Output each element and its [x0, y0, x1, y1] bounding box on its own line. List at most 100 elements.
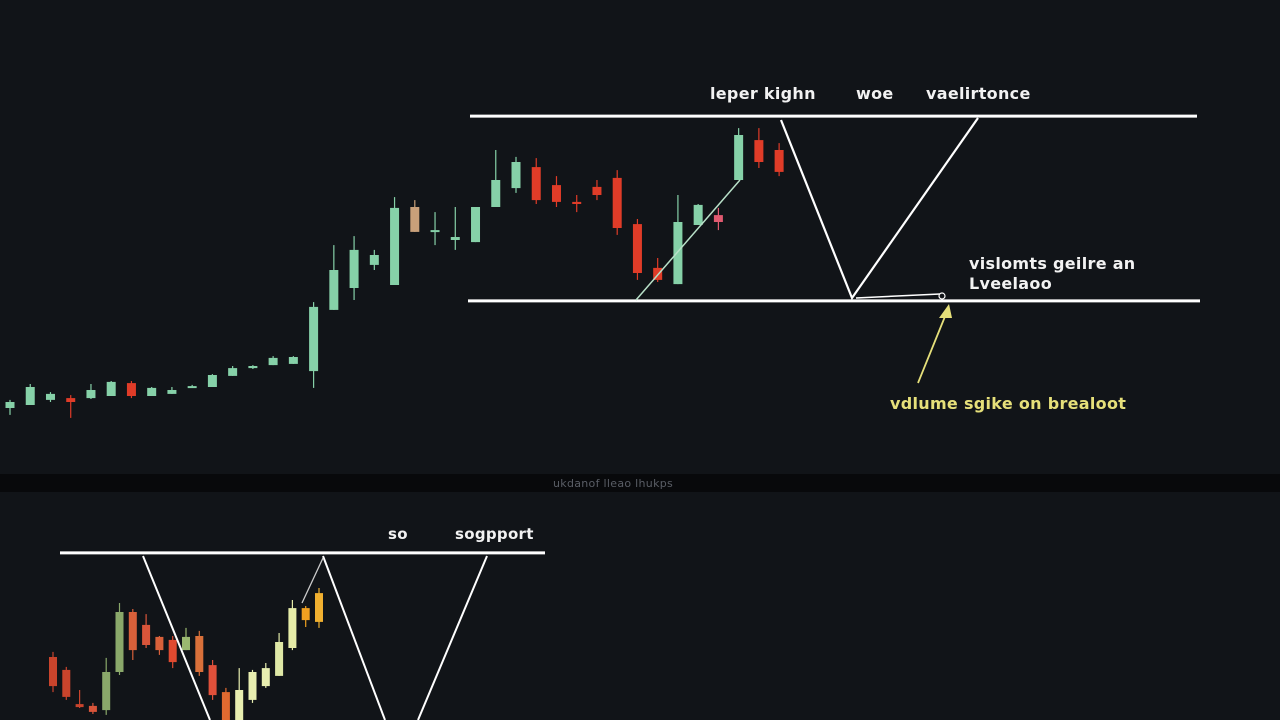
candle [410, 200, 420, 232]
candle-body [390, 207, 400, 285]
candle-body [75, 704, 84, 708]
candle [268, 356, 278, 366]
candle [612, 170, 622, 235]
candle [102, 657, 111, 715]
candle-body [491, 180, 501, 207]
candle-body [115, 612, 124, 672]
candle [168, 636, 177, 669]
candle-body [248, 672, 257, 700]
pattern-zigzag [779, 117, 979, 301]
candle-body [195, 636, 204, 672]
candle-body [5, 402, 15, 408]
candle [228, 366, 238, 376]
candle-body [410, 207, 420, 232]
candle-body [471, 207, 481, 243]
trend-line [635, 179, 741, 301]
candle-body [167, 390, 177, 394]
candle-body [713, 215, 723, 222]
candle-body [248, 366, 258, 369]
candle-body [329, 270, 339, 310]
candle-body [106, 381, 116, 396]
candle [450, 207, 460, 250]
bottom-panel-background [0, 492, 1280, 720]
breakout-pointer [855, 293, 941, 299]
candle [288, 600, 297, 651]
candle-body [168, 639, 177, 663]
candle [572, 195, 582, 213]
candle [221, 687, 230, 720]
candle-body [301, 608, 310, 621]
candle-body [88, 705, 97, 712]
candle [126, 381, 136, 399]
candle-body [612, 177, 622, 228]
candle [88, 702, 97, 714]
candle-body [142, 624, 151, 645]
candle [75, 690, 84, 708]
candle-body [45, 393, 55, 400]
candle-body [349, 249, 359, 288]
volume-spike-callout: vdlume sgike on brealoot [890, 394, 1127, 413]
candle-body [182, 636, 190, 651]
bottom-pattern-line [322, 555, 386, 720]
candle [713, 207, 723, 231]
support-label: sogpport [455, 525, 534, 543]
candle [45, 392, 55, 402]
candle [315, 588, 323, 628]
bottom-pattern-line [417, 555, 488, 720]
pattern-overlay [60, 114, 1200, 720]
candle [531, 158, 541, 204]
candle-body [430, 230, 440, 233]
candle [329, 245, 339, 310]
candle-body [450, 237, 460, 240]
candle-body [228, 368, 238, 376]
callout-arrow-head [939, 304, 952, 318]
candle [673, 195, 683, 285]
candle [774, 143, 784, 177]
candle [301, 606, 310, 627]
candle [5, 399, 15, 415]
candle-body [315, 593, 323, 622]
candle [106, 381, 116, 396]
candle-body [275, 642, 284, 676]
top-label-1: leper kighn [710, 84, 816, 103]
candle [155, 636, 164, 655]
candle-body [128, 612, 137, 651]
candle-body [187, 386, 197, 389]
candle-body [147, 387, 157, 396]
candle [248, 669, 257, 703]
candle [187, 384, 197, 389]
candle [261, 663, 270, 688]
candle [207, 374, 217, 387]
candle [86, 384, 96, 399]
candle-body [49, 657, 57, 687]
candle-body [592, 186, 602, 195]
top-label-2: woe [856, 84, 894, 103]
candle-body [531, 167, 541, 201]
candle-body [126, 383, 136, 396]
candle-body [511, 162, 521, 189]
bottom-pattern-line [142, 555, 211, 720]
candle-body [754, 140, 764, 162]
candle-body [268, 357, 278, 366]
candle-body [309, 306, 319, 372]
candle [25, 384, 35, 405]
candle-body [261, 668, 270, 687]
candle [62, 666, 71, 700]
candle [511, 156, 521, 193]
candle [551, 176, 561, 207]
candle [734, 128, 744, 180]
candle-body [673, 222, 683, 285]
candle [208, 660, 217, 700]
candle-body [221, 692, 230, 720]
resistance-label: vaelirtonce [926, 84, 1031, 103]
candle [49, 651, 57, 693]
volume-label-line2: Lveelaoo [969, 274, 1052, 293]
candle-body [551, 185, 561, 202]
candle [195, 630, 204, 676]
candle-body [693, 204, 703, 225]
candle-body [734, 135, 744, 180]
candle [147, 387, 157, 396]
candle-body [62, 669, 71, 697]
candle-body [86, 390, 96, 399]
candle-body [66, 398, 76, 402]
